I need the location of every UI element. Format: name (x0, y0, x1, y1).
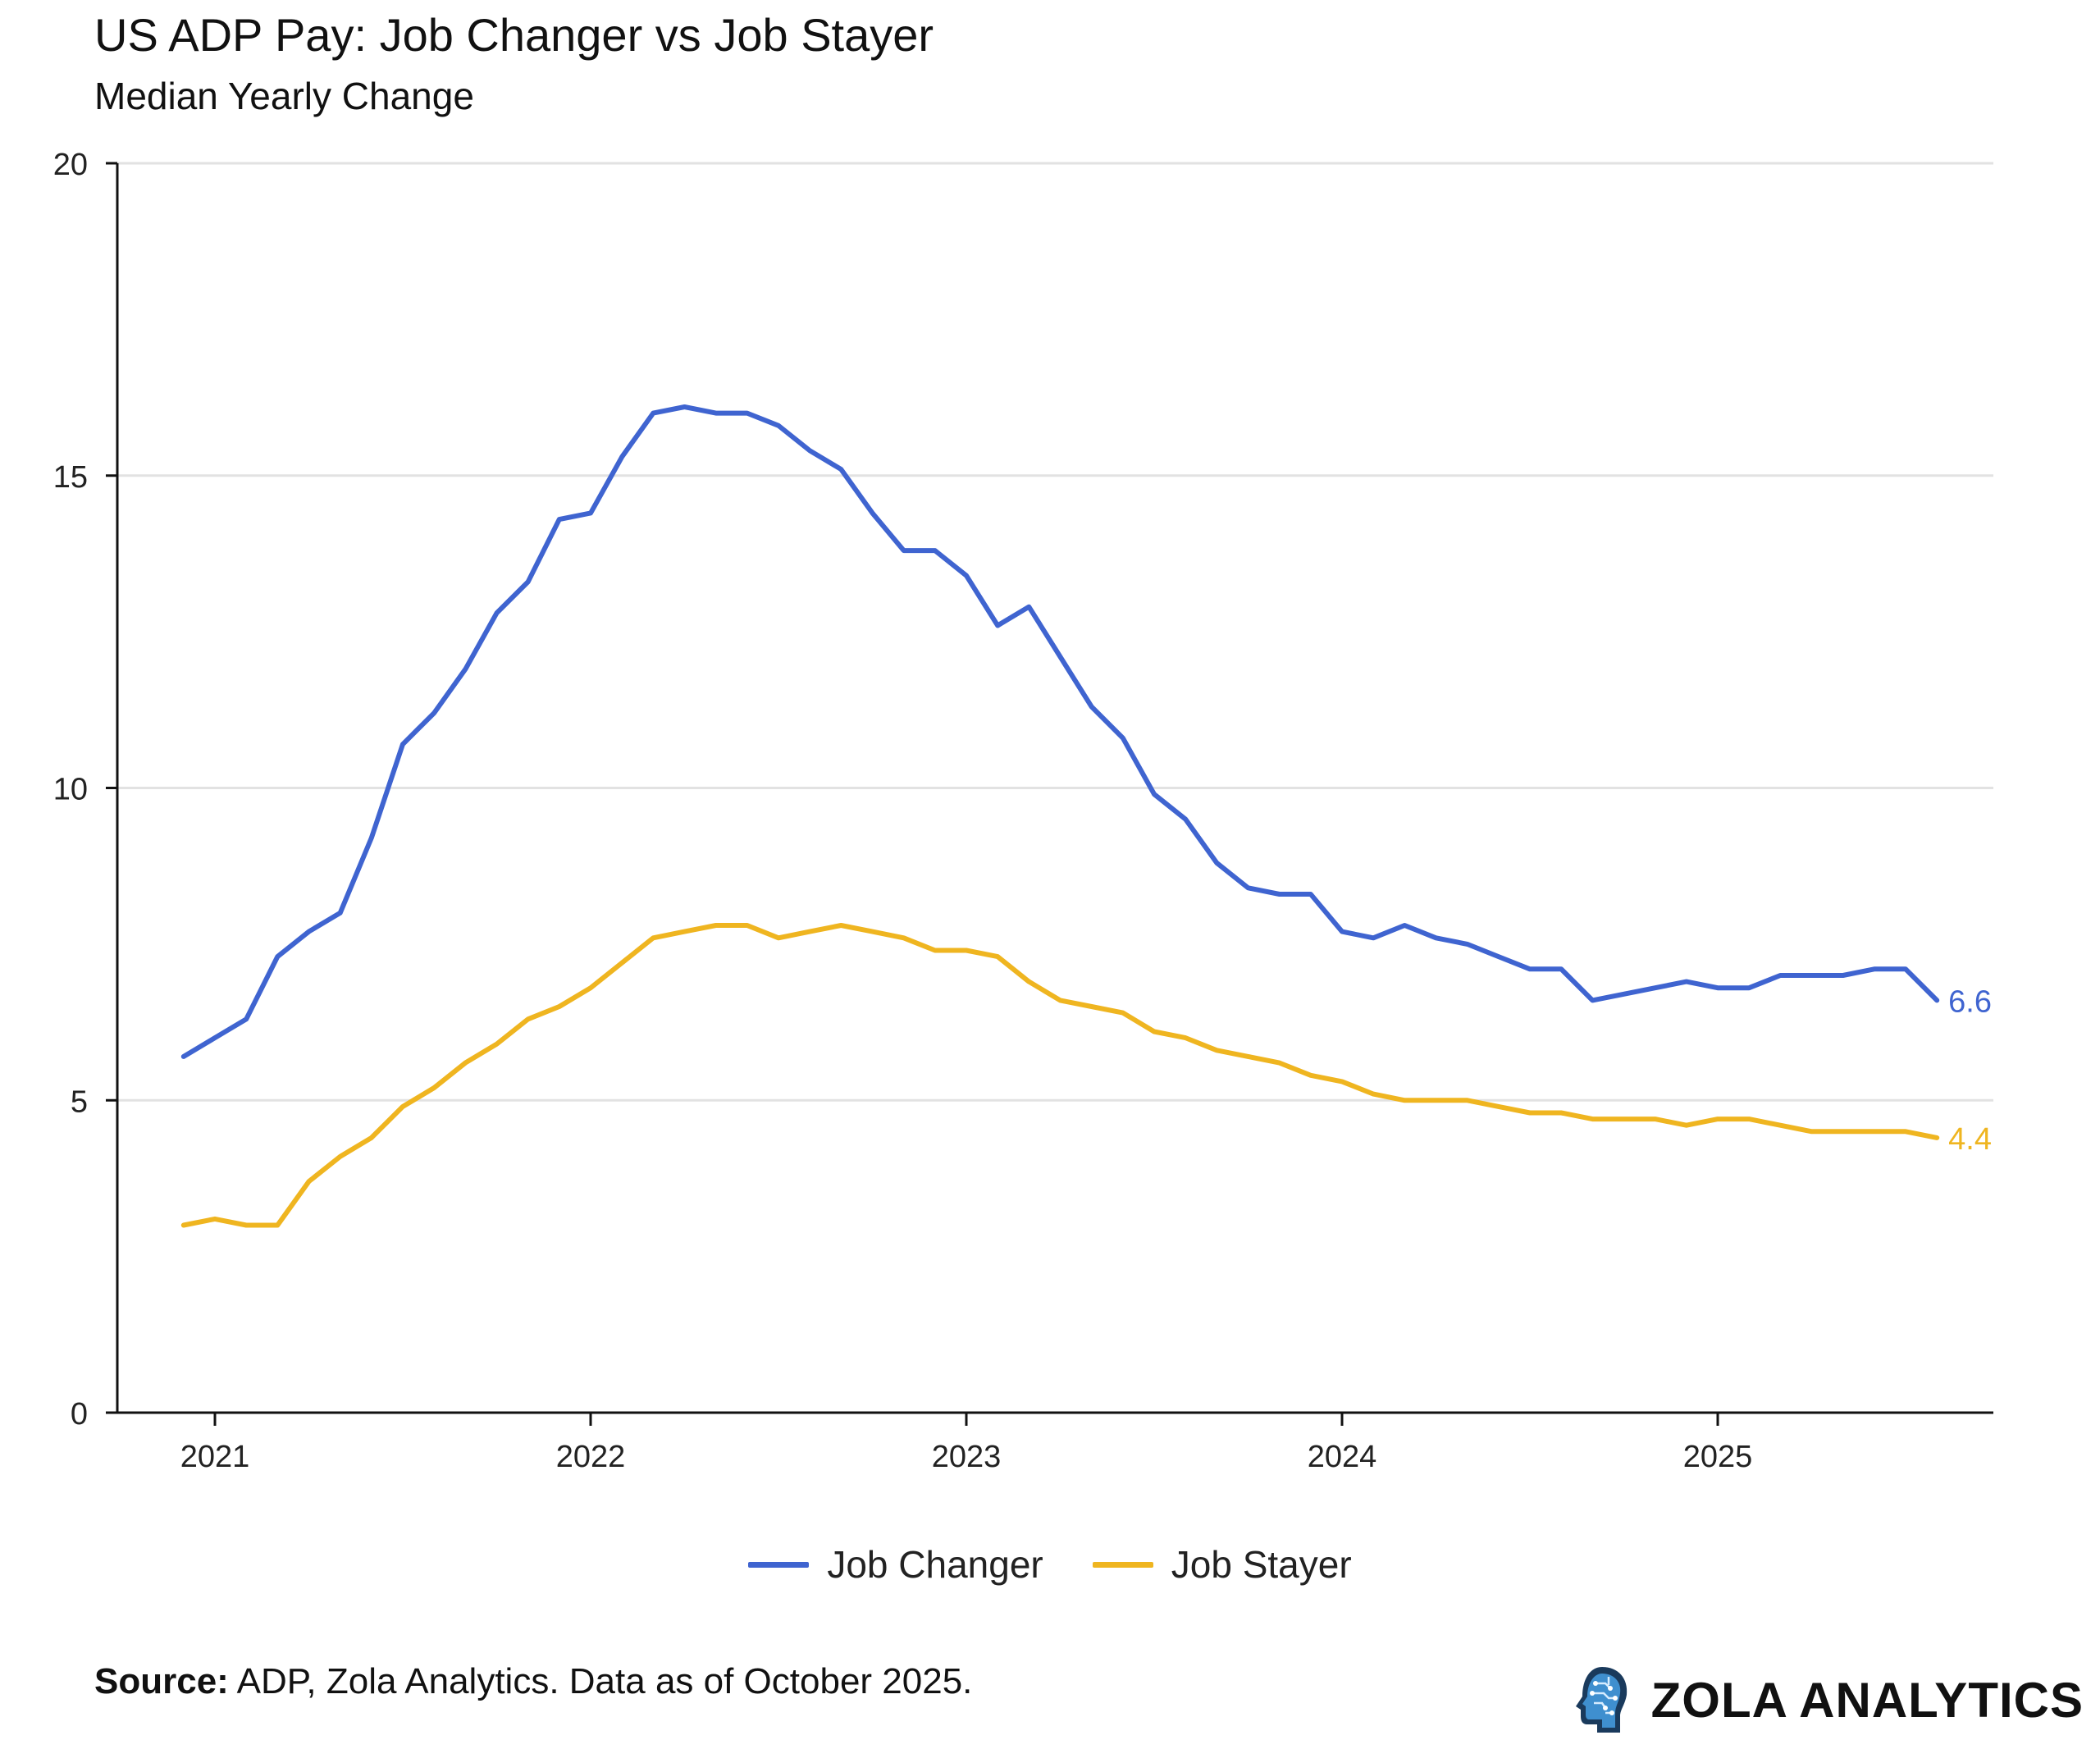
end-label-job-stayer: 4.4 (1948, 1122, 1992, 1157)
legend-item-job-stayer[interactable]: Job Stayer (1092, 1542, 1352, 1587)
brand: ZOLA ANALYTICS (1573, 1665, 2084, 1734)
x-tick-label: 2024 (1308, 1440, 1377, 1474)
x-tick-label: 2021 (180, 1440, 250, 1474)
y-tick-label: 20 (53, 148, 88, 182)
brand-name: ZOLA ANALYTICS (1650, 1672, 2084, 1728)
x-tick-label: 2023 (932, 1440, 1002, 1474)
y-tick-label: 0 (71, 1397, 88, 1432)
source-note: Source: ADP, Zola Analytics. Data as of … (94, 1661, 972, 1702)
y-tick-label: 10 (53, 773, 88, 807)
legend-swatch-job-changer (748, 1561, 810, 1568)
head-circuit-icon (1575, 1667, 1627, 1733)
source-text: ADP, Zola Analytics. Data as of October … (228, 1661, 973, 1701)
line-chart: 0 5 10 15 20 2021 2022 2023 2024 2025 6.6 4.4 (53, 148, 1993, 1474)
x-tick-label: 2025 (1683, 1440, 1753, 1474)
source-label: Source: (94, 1661, 229, 1701)
legend: Job Changer Job Stayer (0, 1542, 2100, 1587)
chart-title: US ADP Pay: Job Changer vs Job Stayer (94, 9, 934, 61)
x-tick-label: 2022 (556, 1440, 626, 1474)
y-tick-label: 15 (53, 460, 88, 495)
series-line-job-changer (180, 404, 1940, 1059)
end-labels: 6.6 4.4 (1948, 984, 1992, 1157)
legend-swatch-job-stayer (1092, 1561, 1153, 1568)
x-axis-ticks: 2021 2022 2023 2024 2025 (180, 1413, 1753, 1474)
y-axis-ticks: 0 5 10 15 20 (53, 148, 117, 1432)
legend-label-job-stayer: Job Stayer (1171, 1543, 1352, 1586)
series-lines (180, 404, 1940, 1228)
y-tick-label: 5 (71, 1085, 88, 1119)
series-line-job-stayer (180, 923, 1940, 1228)
gridlines (117, 162, 1993, 1102)
chart-subtitle: Median Yearly Change (94, 75, 474, 117)
legend-item-job-changer[interactable]: Job Changer (748, 1542, 1043, 1587)
legend-label-job-changer: Job Changer (827, 1543, 1043, 1586)
end-label-job-changer: 6.6 (1948, 984, 1992, 1019)
